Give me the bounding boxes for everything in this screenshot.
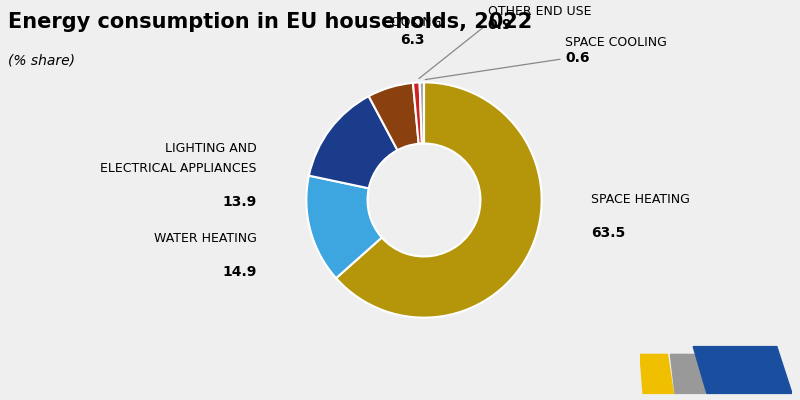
Wedge shape xyxy=(306,176,382,278)
Polygon shape xyxy=(640,354,674,394)
Text: 13.9: 13.9 xyxy=(222,195,257,209)
Text: 6.3: 6.3 xyxy=(400,33,425,47)
Text: COOKING: COOKING xyxy=(382,16,442,30)
Text: 63.5: 63.5 xyxy=(591,226,626,240)
Text: 0.9: 0.9 xyxy=(487,18,512,32)
Text: Energy consumption in EU households, 2022: Energy consumption in EU households, 202… xyxy=(8,12,532,32)
Text: WATER HEATING: WATER HEATING xyxy=(154,232,257,245)
Wedge shape xyxy=(336,82,542,318)
Wedge shape xyxy=(419,82,424,144)
Wedge shape xyxy=(413,82,422,144)
Text: OTHER END USE: OTHER END USE xyxy=(487,5,591,18)
Text: SPACE COOLING: SPACE COOLING xyxy=(565,36,667,50)
Polygon shape xyxy=(693,346,792,394)
Text: ELECTRICAL APPLIANCES: ELECTRICAL APPLIANCES xyxy=(101,162,257,175)
Polygon shape xyxy=(670,354,706,394)
Text: SPACE HEATING: SPACE HEATING xyxy=(591,193,690,206)
Wedge shape xyxy=(309,96,398,188)
Text: (% share): (% share) xyxy=(8,54,75,68)
Text: 0.6: 0.6 xyxy=(565,51,590,65)
Text: LIGHTING AND: LIGHTING AND xyxy=(165,142,257,155)
Wedge shape xyxy=(369,83,418,150)
Text: 14.9: 14.9 xyxy=(222,265,257,279)
